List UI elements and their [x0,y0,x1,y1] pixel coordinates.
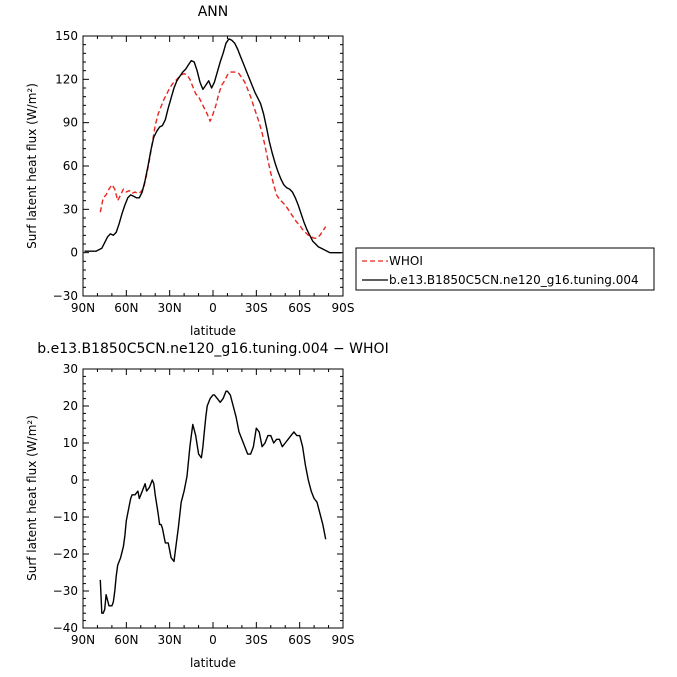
top-plot-ytick-label: 120 [55,72,78,86]
bottom-plot-frame [82,368,344,629]
top-plot-xtick-label: 60N [114,301,138,315]
top-plot: ANN latitude Surf latent heat flux (W/m²… [25,4,354,338]
bottom-plot-xtick-label: 90N [71,633,95,647]
legend-label-whoi: WHOI [389,254,423,268]
top-plot-xlabel: latitude [190,324,236,338]
bottom-plot-xtick-label: 30S [245,633,268,647]
top-plot-xtick-label: 0 [209,301,217,315]
top-plot-title: ANN [198,4,229,20]
bottom-plot-ytick-label: 0 [70,473,78,487]
bottom-plot-xtick-label: 60S [288,633,311,647]
bottom-plot-ytick-label: 30 [63,362,78,376]
bottom-plot-ytick-label: −10 [53,510,78,524]
top-plot-xtick-label: 90S [332,301,355,315]
top-plot-ytick-label: 0 [70,246,78,260]
bottom-plot: b.e13.B1850C5CN.ne120_g16.tuning.004 − W… [25,341,389,670]
bottom-plot-ytick-label: −40 [53,621,78,635]
legend-box [355,247,655,291]
top-plot-xtick-label: 60S [288,301,311,315]
bottom-plot-ylabel: Surf latent heat flux (W/m²) [25,415,39,581]
top-plot-ylabel: Surf latent heat flux (W/m²) [25,83,39,249]
top-plot-ytick-label: 150 [55,29,78,43]
legend-label-model: b.e13.B1850C5CN.ne120_g16.tuning.004 [389,273,639,287]
top-plot-ytick-label: −30 [53,289,78,303]
top-plot-frame [82,35,344,297]
bottom-plot-ytick-label: 10 [63,436,78,450]
top-plot-ytick-label: 30 [63,202,78,216]
bottom-plot-xtick-label: 0 [209,633,217,647]
bottom-plot-ytick-label: 20 [63,399,78,413]
top-plot-series-whoi-line [99,71,327,239]
top-plot-ytick-label: 60 [63,159,78,173]
bottom-plot-xtick-label: 30N [158,633,182,647]
top-plot-series-model-line [84,38,342,254]
top-plot-xtick-label: 90N [71,301,95,315]
top-plot-ytick-label: 90 [63,116,78,130]
bottom-plot-xlabel: latitude [190,656,236,670]
bottom-plot-xtick-label: 60N [114,633,138,647]
top-plot-xtick-label: 30S [245,301,268,315]
legend: WHOI b.e13.B1850C5CN.ne120_g16.tuning.00… [355,247,655,291]
bottom-plot-ytick-label: −30 [53,584,78,598]
bottom-plot-series-difference-line [99,390,327,614]
bottom-plot-xtick-label: 90S [332,633,355,647]
top-plot-xtick-label: 30N [158,301,182,315]
bottom-plot-ytick-label: −20 [53,547,78,561]
bottom-plot-title: b.e13.B1850C5CN.ne120_g16.tuning.004 − W… [37,341,388,357]
